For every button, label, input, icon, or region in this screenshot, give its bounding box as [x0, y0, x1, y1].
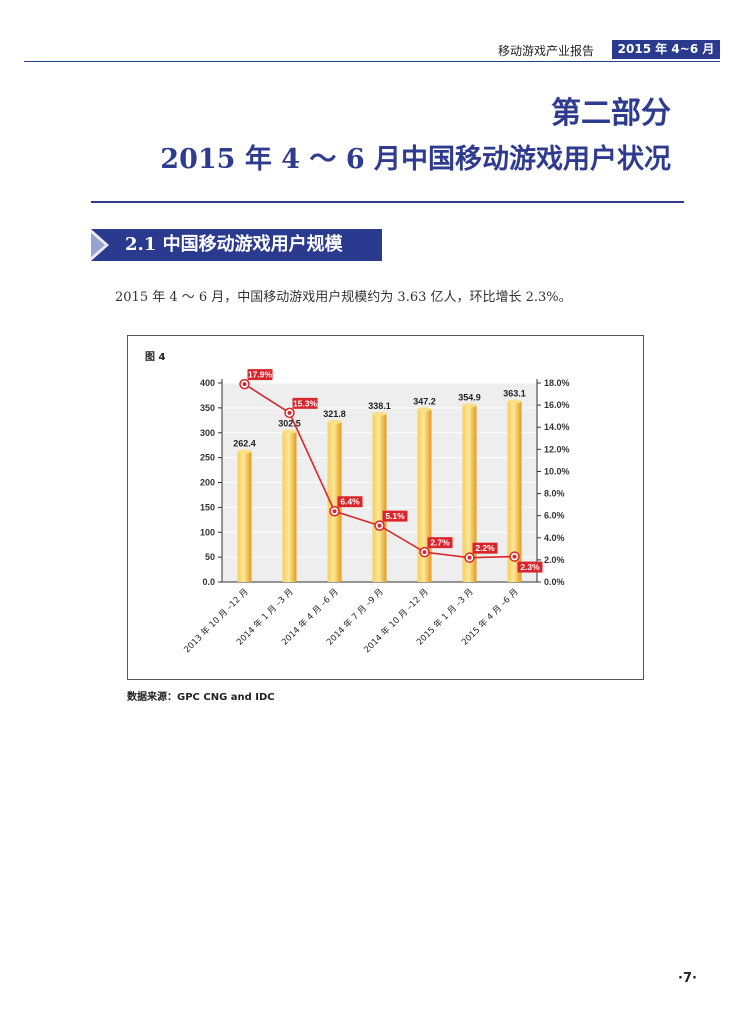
bar-cap — [507, 399, 522, 404]
figure-source: 数据来源：GPC CNG and IDC — [127, 692, 275, 703]
growth-value-label: 6.4% — [340, 497, 360, 507]
bar — [372, 413, 387, 582]
figure-label: 图 4 — [145, 352, 166, 363]
body-paragraph: 2015 年 4 ～ 6 月，中国移动游戏用户规模约为 3.63 亿人，环比增长… — [115, 290, 572, 305]
growth-point-dot — [512, 554, 517, 559]
bar-cap — [417, 407, 432, 412]
user-scale-chart: 0.0 50 100 150 200 250 300 350 400 0.0% 2.0% 4.0% 6.… — [182, 369, 570, 655]
part-subtitle: 2015 年 4 ～ 6 月中国移动游戏用户状况 — [160, 144, 671, 175]
growth-label-box — [247, 369, 273, 381]
y-tick-label: 150 — [200, 502, 215, 512]
growth-point-dot — [242, 382, 247, 387]
growth-label-box — [427, 537, 453, 549]
bar-value-label: 262.4 — [233, 438, 256, 448]
y2-tick-label: 6.0% — [544, 511, 565, 521]
bar-value-label: 363.1 — [503, 388, 526, 398]
y-tick-label: 300 — [200, 428, 215, 438]
bar — [237, 451, 252, 582]
growth-value-label: 17.9% — [248, 370, 273, 380]
bar — [507, 401, 522, 582]
bar-cap — [237, 449, 252, 454]
y-tick-label: 200 — [200, 478, 215, 488]
report-title: 移动游戏产业报告 — [498, 44, 595, 58]
growth-value-label: 2.7% — [430, 538, 450, 548]
bar-cap — [282, 429, 297, 434]
growth-value-label: 2.3% — [520, 562, 540, 572]
growth-label-box — [292, 397, 318, 409]
growth-point-dot — [467, 555, 472, 560]
y-tick-label: 350 — [200, 403, 215, 413]
page-number: ·7· — [678, 971, 697, 986]
section-heading: 2.1 中国移动游戏用户规模 — [91, 229, 382, 261]
y-tick-label: 0.0 — [202, 577, 215, 587]
y2-tick-label: 4.0% — [544, 533, 565, 543]
bar-cap — [327, 419, 342, 424]
y2-tick-label: 0.0% — [544, 577, 565, 587]
y2-tick-label: 8.0% — [544, 489, 565, 499]
y2-tick-label: 16.0% — [544, 400, 570, 410]
y-tick-label: 50 — [205, 552, 215, 562]
bar-value-label: 302.5 — [278, 419, 301, 429]
bar — [282, 431, 297, 582]
y-tick-label: 400 — [200, 378, 215, 388]
growth-label-box — [382, 510, 408, 522]
bar — [462, 405, 477, 582]
bar-value-label: 321.8 — [323, 409, 346, 419]
section-arrow-inner-icon — [91, 233, 105, 257]
y2-tick-label: 12.0% — [544, 444, 570, 454]
bar-value-label: 347.2 — [413, 396, 436, 406]
growth-point-dot — [287, 410, 292, 415]
bar-cap — [462, 403, 477, 408]
bar-value-label: 338.1 — [368, 401, 391, 411]
growth-point-dot — [377, 523, 382, 528]
part-divider — [91, 201, 684, 203]
bar-cap — [372, 411, 387, 416]
growth-value-label: 15.3% — [293, 398, 318, 408]
growth-label-box — [472, 542, 498, 554]
growth-label-box — [337, 496, 363, 508]
growth-value-label: 5.1% — [385, 511, 405, 521]
part-title: 第二部分 — [551, 96, 671, 131]
bar-value-label: 354.9 — [458, 392, 481, 402]
y2-tick-label: 18.0% — [544, 378, 570, 388]
growth-point-dot — [332, 509, 337, 514]
y-tick-label: 100 — [200, 527, 215, 537]
header-divider — [24, 61, 720, 62]
growth-value-label: 2.2% — [475, 543, 495, 553]
y2-tick-label: 10.0% — [544, 466, 570, 476]
y2-tick-label: 14.0% — [544, 422, 570, 432]
growth-point-dot — [422, 550, 427, 555]
y-tick-label: 250 — [200, 453, 215, 463]
y2-tick-label: 2.0% — [544, 555, 565, 565]
bar — [327, 421, 342, 582]
growth-label-box — [517, 561, 543, 573]
date-badge: 2015 年 4~6 月 — [612, 40, 720, 59]
